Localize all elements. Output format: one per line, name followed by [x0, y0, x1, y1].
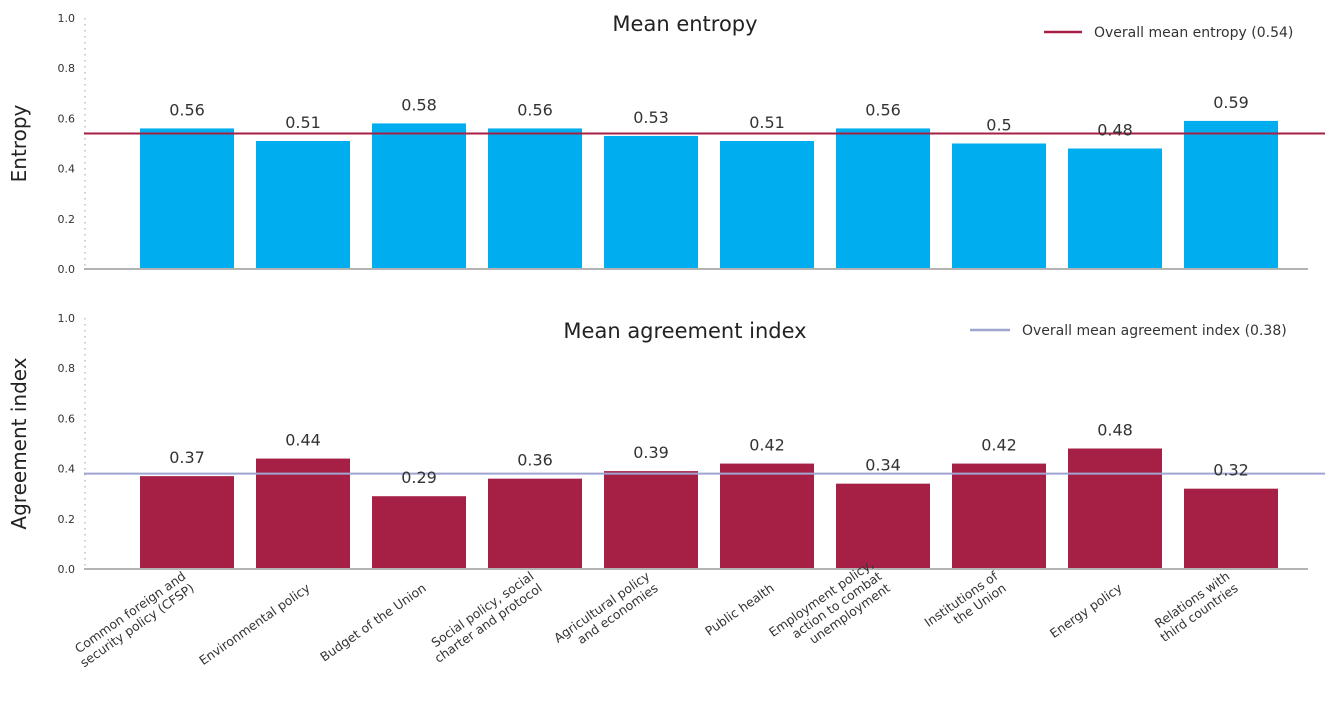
- bar: [604, 471, 698, 569]
- data-label: 0.58: [401, 95, 437, 114]
- bar: [372, 496, 466, 569]
- bar: [720, 140, 814, 269]
- bar: [604, 135, 698, 269]
- data-label: 0.59: [1213, 93, 1249, 112]
- bar: [488, 478, 582, 569]
- data-label: 0.29: [401, 468, 437, 487]
- data-label: 0.51: [749, 113, 785, 132]
- bar: [140, 476, 234, 569]
- x-category-label: Budget of the Union: [317, 580, 428, 664]
- bar: [1068, 148, 1162, 269]
- y-tick-label: 0.0: [58, 563, 76, 576]
- x-category-label: Energy policy: [1047, 580, 1125, 641]
- chart-title: Mean agreement index: [563, 319, 806, 343]
- bar: [256, 458, 350, 569]
- data-label: 0.34: [865, 456, 901, 475]
- chart-title: Mean entropy: [612, 12, 757, 36]
- data-label: 0.48: [1097, 121, 1133, 140]
- y-axis-label: Agreement index: [7, 357, 31, 529]
- bar: [720, 463, 814, 569]
- bar: [256, 140, 350, 269]
- data-label: 0.56: [517, 100, 553, 119]
- data-label: 0.36: [517, 451, 553, 470]
- y-tick-label: 1.0: [58, 312, 76, 325]
- legend-label: Overall mean agreement index (0.38): [1022, 323, 1287, 339]
- data-label: 0.53: [633, 108, 669, 127]
- x-category-label: Common foreign and: [72, 568, 188, 656]
- bar: [836, 483, 930, 569]
- y-tick-label: 0.2: [58, 213, 76, 226]
- bar: [952, 463, 1046, 569]
- y-tick-label: 0.8: [58, 62, 76, 75]
- data-label: 0.44: [285, 431, 321, 450]
- y-tick-label: 0.8: [58, 362, 76, 375]
- x-category-label: Public health: [702, 580, 777, 638]
- data-label: 0.48: [1097, 421, 1133, 440]
- y-tick-label: 0.6: [58, 412, 76, 425]
- data-label: 0.56: [865, 100, 901, 119]
- bar: [1184, 120, 1278, 269]
- data-label: 0.42: [981, 436, 1017, 455]
- y-tick-label: 0.6: [58, 112, 76, 125]
- y-tick-label: 1.0: [58, 12, 76, 25]
- data-label: 0.37: [169, 448, 205, 467]
- data-label: 0.32: [1213, 461, 1249, 480]
- y-axis-label: Entropy: [7, 104, 31, 182]
- x-category-label: Environmental policy: [196, 580, 313, 668]
- bar: [1184, 488, 1278, 569]
- bar: [488, 128, 582, 269]
- bar: [372, 123, 466, 269]
- data-label: 0.39: [633, 443, 669, 462]
- bar: [836, 128, 930, 269]
- data-label: 0.5: [986, 116, 1011, 135]
- y-tick-label: 0.4: [58, 463, 76, 476]
- bar: [952, 143, 1046, 269]
- bar: [140, 128, 234, 269]
- y-tick-label: 0.2: [58, 513, 76, 526]
- data-label: 0.56: [169, 100, 205, 119]
- data-label: 0.51: [285, 113, 321, 132]
- x-category-label: security policy (CFSP): [77, 580, 197, 670]
- data-label: 0.42: [749, 436, 785, 455]
- bar: [1068, 448, 1162, 569]
- y-tick-label: 0.4: [58, 163, 76, 176]
- y-tick-label: 0.0: [58, 263, 76, 276]
- legend-label: Overall mean entropy (0.54): [1094, 25, 1293, 41]
